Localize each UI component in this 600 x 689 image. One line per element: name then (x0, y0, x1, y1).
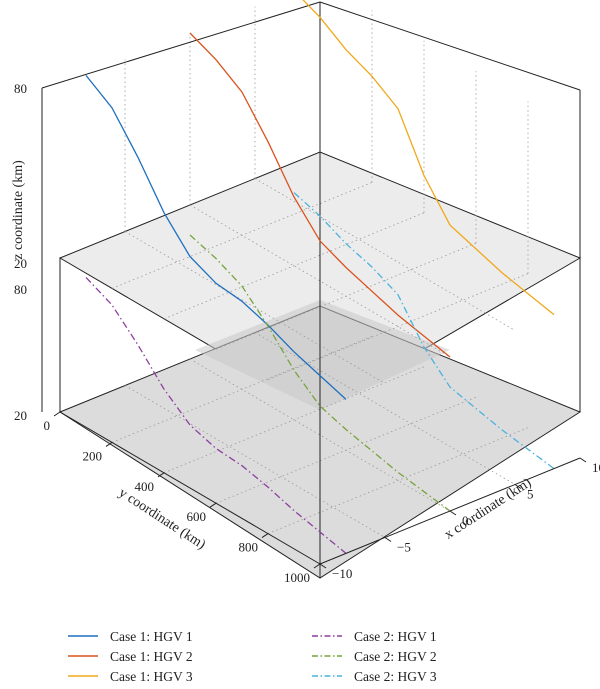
box-frame (41, 1, 581, 578)
y-tick-mark (157, 472, 165, 478)
floor-overlap-shade (195, 300, 450, 410)
y-tick-label: 1000 (284, 570, 310, 585)
y-tick-label: 400 (135, 479, 155, 494)
legend: Case 1: HGV 1 Case 1: HGV 2 Case 1: HGV 3 C… (68, 629, 437, 684)
y-tick-mark (261, 533, 269, 539)
grid-line (267, 427, 529, 534)
x-tick-label: −5 (397, 540, 411, 555)
series-line-lower-3 (293, 192, 555, 470)
y-axis-ticks: 0 200 400 600 800 1000 (44, 411, 321, 585)
x-tick-mark (449, 510, 457, 516)
z-tick-upper-20: 20 (14, 256, 27, 271)
grid-line (163, 366, 425, 474)
grid-line (124, 231, 386, 384)
series-line-upper-2 (189, 32, 451, 358)
grid-line (189, 358, 451, 512)
x-axis-ticks: 10 5 0 −5 −10 (319, 457, 600, 581)
z-tick-lower-80: 80 (14, 282, 27, 297)
legend-label: Case 2: HGV 1 (354, 629, 437, 644)
grid-layer (111, 6, 529, 538)
grid-line (215, 396, 477, 504)
y-tick-mark (313, 563, 321, 569)
x-tick-mark (319, 563, 327, 569)
x-axis-line (319, 457, 581, 565)
series-line-upper-1 (85, 74, 347, 400)
x-tick-label: 0 (462, 513, 469, 528)
grid-line (254, 332, 516, 485)
y-tick-label: 0 (44, 418, 51, 433)
y-tick-label: 800 (239, 540, 259, 555)
y-tick-mark (105, 441, 113, 447)
legend-label: Case 2: HGV 3 (354, 669, 437, 684)
series-line-lower-2 (189, 234, 451, 512)
grid-line (124, 385, 386, 538)
x-tick-mark (514, 484, 522, 489)
series-layer (85, 0, 555, 554)
y-tick-mark (53, 411, 61, 417)
legend-label: Case 2: HGV 2 (354, 649, 437, 664)
x-tick-label: 10 (592, 460, 600, 475)
z-tick-lower-20: 20 (14, 408, 27, 423)
grid-line (189, 204, 451, 358)
grid-line (111, 182, 373, 289)
x-tick-mark (579, 457, 587, 463)
z-axis-label: z coordinate (km) (11, 160, 26, 260)
y-tick-label: 200 (83, 448, 103, 463)
y-axis-line (59, 411, 321, 565)
legend-label: Case 1: HGV 1 (110, 629, 193, 644)
grid-line (215, 242, 477, 350)
legend-label: Case 1: HGV 2 (110, 649, 193, 664)
legend-label: Case 1: HGV 3 (110, 669, 193, 684)
grid-line (111, 336, 373, 443)
series-line-upper-3 (302, 0, 555, 316)
z-tick-upper-80: 80 (14, 81, 27, 96)
y-tick-label: 600 (187, 509, 207, 524)
x-tick-mark (384, 537, 392, 542)
grid-line (163, 212, 425, 320)
x-tick-label: 5 (527, 487, 534, 502)
grid-line (267, 273, 529, 380)
x-tick-label: −10 (332, 566, 352, 581)
y-tick-mark (209, 502, 217, 508)
